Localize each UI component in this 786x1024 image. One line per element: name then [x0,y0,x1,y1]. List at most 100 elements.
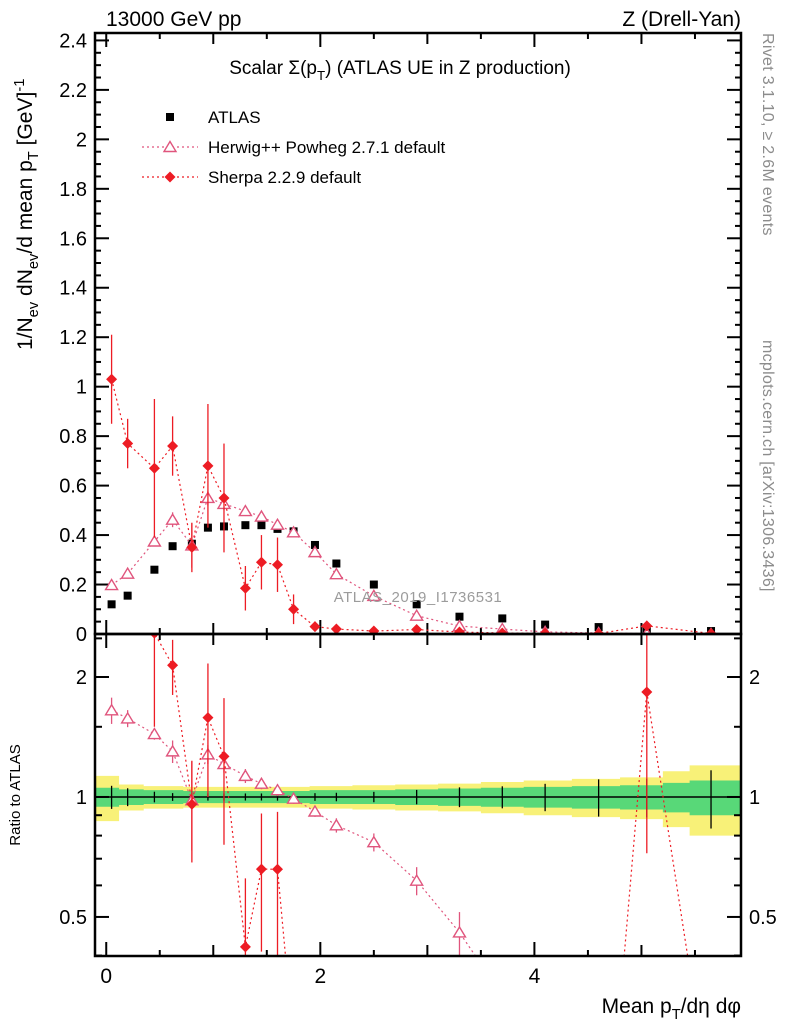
data-point [496,990,508,1000]
data-point [411,624,423,634]
ratio-axis-label: Ratio to ATLAS [7,744,24,845]
data-point [330,623,342,634]
data-point [270,517,285,530]
data-point [257,521,266,530]
data-point [123,591,132,600]
series-line [111,497,712,634]
data-point [107,600,116,609]
beam-energy-label: 13000 GeV pp [106,8,242,31]
data-point [120,566,135,579]
svg-text:2: 2 [749,667,760,689]
ratio-uncertainty-bands [95,765,741,836]
legend-label: Herwig++ Powheg 2.7.1 default [208,138,445,157]
legend-label: ATLAS [208,108,261,127]
data-point [366,835,382,848]
rivet-version-label: Rivet 3.1.10, ≥ 2.6M events [759,33,776,236]
data-point [412,600,421,609]
series-ratio-sherpa [122,514,689,956]
svg-text:2.4: 2.4 [59,30,87,52]
data-point [162,140,178,153]
svg-text:1: 1 [749,787,760,809]
data-point [641,686,653,698]
data-point [453,626,465,634]
svg-text:0.2: 0.2 [59,575,87,597]
data-point [104,703,119,716]
svg-text:0: 0 [76,624,87,646]
data-point [541,620,550,629]
svg-text:1: 1 [76,787,87,809]
svg-text:2: 2 [76,667,87,689]
data-point [593,628,605,634]
data-point [409,873,424,886]
data-point [254,776,269,789]
series-ratio-herwig [104,697,508,1000]
analysis-watermark: ATLAS_2019_I1736531 [333,589,503,606]
data-point [272,559,284,571]
svg-text:2: 2 [314,965,326,988]
data-point [288,603,300,615]
data-point [218,492,230,504]
data-point [218,750,230,762]
mcplots-reference-label: mcplots.cern.ch [arXiv:1306.3436] [759,340,776,592]
data-point [366,589,382,602]
data-point [186,798,198,810]
data-point [148,462,160,474]
svg-text:4: 4 [529,965,541,988]
data-point [165,744,180,757]
data-point [186,541,198,553]
svg-text:0: 0 [100,965,112,988]
data-point [106,373,118,385]
data-point [122,514,133,525]
svg-text:0.5: 0.5 [749,907,777,929]
data-point [238,769,253,782]
data-point [255,863,267,875]
data-point [329,567,344,580]
ratio-panel-frame [93,632,743,958]
svg-text:0.8: 0.8 [59,426,87,448]
data-point [286,525,301,538]
data-point [455,612,464,621]
legend-item-sherpa: Sherpa 2.2.9 default [142,168,361,187]
data-point [241,521,250,530]
svg-text:0.6: 0.6 [59,476,87,498]
svg-text:0.5: 0.5 [59,907,87,929]
x-axis-label: Mean pT/dη dφ [602,995,741,1023]
data-point [272,863,284,875]
svg-text:1.6: 1.6 [59,228,87,250]
data-point [705,628,717,634]
data-point [368,625,380,634]
data-point [496,627,508,634]
data-point [255,556,267,568]
data-point [498,614,507,623]
data-point [168,542,177,551]
data-point [239,941,251,953]
svg-text:2.2: 2.2 [59,80,87,102]
legend-item-atlas: ATLAS [166,108,261,127]
data-point [166,113,174,121]
data-point [286,791,301,804]
data-point [254,509,269,522]
data-point [270,783,285,796]
legend: ATLAS Herwig++ Powheg 2.7.1 default Sherpa… [142,108,445,187]
svg-text:1: 1 [76,377,87,399]
series-line [111,709,477,956]
data-point [202,712,214,724]
data-point [369,580,378,589]
data-point [164,171,176,183]
data-point [332,559,341,568]
series-line [154,634,689,956]
series-main-herwig [104,490,716,634]
data-point [329,818,344,831]
data-point [165,512,180,525]
data-point [120,711,135,724]
data-point [310,540,319,549]
data-point [452,925,467,938]
data-point [147,727,162,740]
svg-text:0.4: 0.4 [59,525,87,547]
y-axis-label: 1/Nev dNev/d mean pT [GeV]-1 [12,79,42,350]
data-point [641,620,653,632]
process-label: Z (Drell-Yan) [622,8,741,31]
data-point [150,565,159,574]
